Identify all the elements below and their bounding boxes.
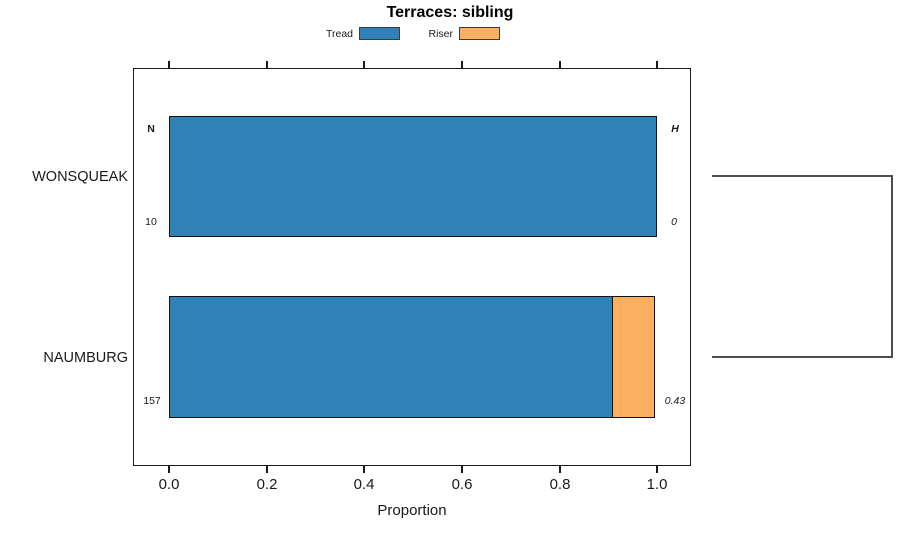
category-label-wonsqueak: WONSQUEAK [32, 169, 128, 185]
legend-label-tread: Tread [325, 28, 353, 40]
x-tick-label: 0.0 [158, 476, 180, 493]
bar-wonsqueak [169, 116, 657, 237]
x-tick-label: 1.0 [646, 476, 668, 493]
dendrogram-bracket [712, 175, 893, 358]
x-tick-label: 0.4 [353, 476, 375, 493]
axis-tick-top [461, 61, 463, 68]
x-axis-label: Proportion [377, 502, 447, 519]
plot-area [133, 68, 691, 466]
axis-tick-bottom [168, 466, 170, 473]
n-value-wonsqueak: 10 [145, 216, 157, 228]
chart-title: Terraces: sibling [386, 4, 514, 21]
axis-tick-top [266, 61, 268, 68]
axis-tick-top [363, 61, 365, 68]
legend-label-riser: Riser [428, 28, 453, 40]
legend-swatch-tread-icon [359, 27, 400, 40]
legend-swatch-riser-icon [459, 27, 500, 40]
bar-segment-tread [169, 296, 614, 418]
axis-tick-bottom [656, 466, 658, 473]
axis-tick-top [168, 61, 170, 68]
axis-tick-bottom [559, 466, 561, 473]
axis-tick-bottom [266, 466, 268, 473]
x-tick-label: 0.2 [256, 476, 278, 493]
h-value-wonsqueak: 0 [671, 216, 677, 228]
n-value-naumburg: 157 [143, 395, 161, 407]
axis-tick-top [656, 61, 658, 68]
axis-tick-bottom [461, 466, 463, 473]
bar-segment-tread [169, 116, 657, 237]
bar-segment-riser [611, 296, 656, 418]
x-tick-label: 0.6 [451, 476, 473, 493]
n-column-header: N [147, 123, 155, 135]
category-label-naumburg: NAUMBURG [43, 350, 128, 366]
h-value-naumburg: 0.43 [664, 395, 686, 407]
bar-naumburg [169, 296, 657, 418]
axis-tick-top [559, 61, 561, 68]
h-column-header: H [671, 123, 679, 135]
axis-tick-bottom [363, 466, 365, 473]
x-tick-label: 0.8 [549, 476, 571, 493]
